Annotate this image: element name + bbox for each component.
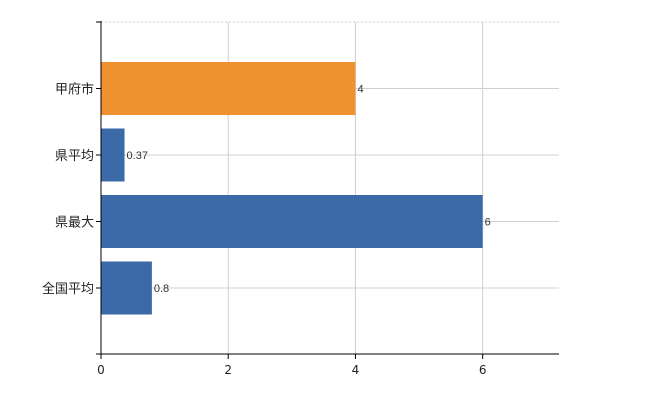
bars: [101, 62, 483, 315]
category-label: 県平均: [55, 149, 94, 164]
data-label: 6: [485, 217, 491, 229]
data-label: 0.8: [154, 283, 169, 295]
bar: [101, 128, 125, 182]
bar: [101, 261, 152, 315]
x-tick-label: 0: [97, 363, 105, 377]
bar: [101, 195, 483, 248]
axes: [96, 21, 559, 359]
x-tick-label: 2: [224, 363, 232, 377]
category-label: 全国平均: [42, 281, 94, 297]
category-label: 甲府市: [55, 82, 94, 98]
bar: [101, 62, 356, 115]
data-label: 4: [357, 84, 363, 96]
x-tick-label: 6: [479, 363, 487, 377]
data-label: 0.37: [127, 150, 148, 162]
category-label: 県最大: [55, 216, 94, 231]
x-tick-label: 4: [352, 363, 360, 377]
